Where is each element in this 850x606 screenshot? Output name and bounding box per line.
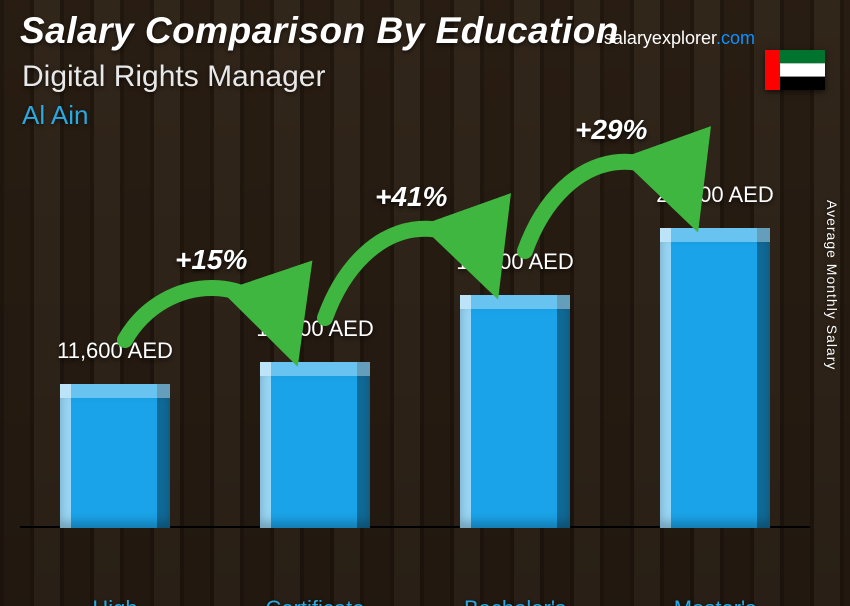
increase-percent-label: +41%	[375, 181, 447, 213]
bar-slot: 24,100 AEDMaster's Degree	[625, 118, 805, 588]
bar-value-label: 11,600 AED	[57, 338, 173, 364]
bar-slot: 18,700 AEDBachelor's Degree	[425, 118, 605, 588]
salary-bar	[260, 362, 370, 528]
brand-suffix: .com	[716, 28, 755, 48]
increase-percent-label: +15%	[175, 244, 247, 276]
salary-bar-chart: 11,600 AEDHigh School13,300 AEDCertifica…	[20, 118, 810, 588]
increase-percent-label: +29%	[575, 114, 647, 146]
page-subtitle: Digital Rights Manager	[22, 60, 325, 94]
salary-bar	[460, 295, 570, 528]
salary-bar	[660, 228, 770, 528]
bar-slot: 11,600 AEDHigh School	[25, 118, 205, 588]
y-axis-label: Average Monthly Salary	[824, 200, 840, 370]
infographic-canvas: Salary Comparison By Education Digital R…	[0, 0, 850, 606]
brand-label: salaryexplorer.com	[604, 28, 755, 49]
uae-flag-icon	[765, 50, 825, 90]
page-title: Salary Comparison By Education	[20, 10, 619, 52]
brand-prefix: salaryexplorer	[604, 28, 716, 48]
bar-value-label: 13,300 AED	[256, 316, 373, 342]
salary-bar	[60, 384, 170, 528]
bar-value-label: 24,100 AED	[656, 182, 773, 208]
bar-value-label: 18,700 AED	[456, 249, 573, 275]
